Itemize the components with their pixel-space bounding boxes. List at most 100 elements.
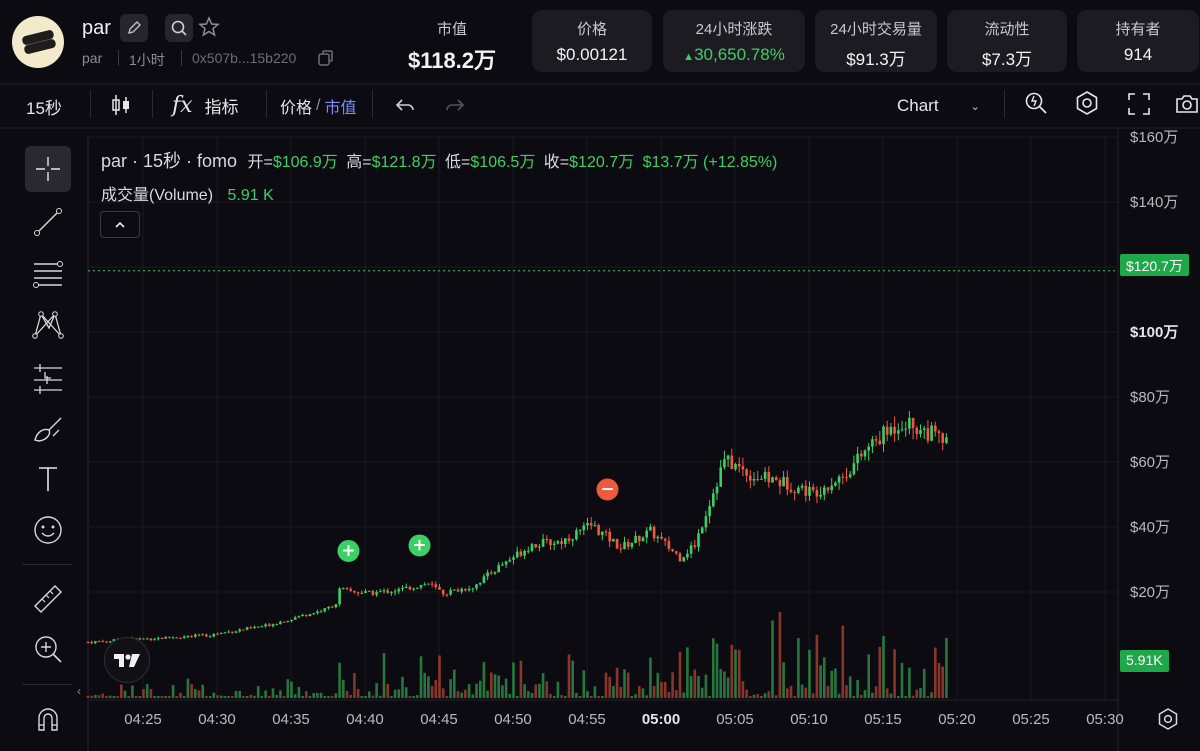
edit-icon[interactable]: [120, 14, 148, 42]
candle: [493, 572, 497, 574]
volume-bar: [112, 695, 116, 698]
collapse-tools-icon[interactable]: ‹: [77, 684, 81, 698]
volume-bar: [549, 693, 552, 698]
buy-marker: [337, 539, 360, 562]
volume-bar: [512, 662, 515, 698]
candle: [893, 426, 896, 434]
candle: [771, 477, 774, 483]
candle: [386, 590, 389, 593]
text-tool-icon[interactable]: [25, 456, 71, 502]
prediction-icon[interactable]: [25, 354, 71, 400]
candle: [393, 591, 397, 593]
volume-bar: [319, 692, 323, 698]
volume-bar: [171, 684, 175, 698]
interval-select[interactable]: 15秒: [26, 98, 62, 118]
volume-bar: [360, 696, 364, 698]
candle: [686, 553, 689, 558]
candle: [826, 487, 830, 491]
magnet-icon[interactable]: [25, 696, 71, 742]
candle: [575, 530, 578, 540]
candle: [219, 632, 223, 635]
volume-bar: [253, 695, 256, 698]
volume-bar: [811, 693, 815, 698]
star-icon[interactable]: [197, 15, 221, 44]
volume-bar: [619, 687, 623, 698]
volume-bar: [837, 693, 841, 698]
volume-bar: [571, 660, 574, 698]
price-option[interactable]: 价格: [280, 100, 313, 117]
emoji-icon[interactable]: [25, 507, 71, 553]
volume-bar: [90, 695, 93, 698]
candle: [245, 627, 249, 630]
indicators-button[interactable]: fx 指标: [172, 92, 239, 118]
chart-settings-icon[interactable]: [1156, 707, 1180, 736]
candle: [319, 611, 323, 613]
candle: [490, 572, 493, 574]
pattern-icon[interactable]: [25, 302, 71, 348]
candle: [597, 525, 600, 535]
brush-icon[interactable]: [25, 406, 71, 452]
candle: [919, 430, 922, 434]
volume-bar: [145, 684, 149, 698]
redo-icon[interactable]: [444, 93, 466, 119]
volume-bar: [878, 646, 882, 698]
volume-bar: [882, 636, 885, 698]
crosshair-icon[interactable]: [25, 146, 71, 192]
volume-bar: [464, 689, 467, 698]
tradingview-logo[interactable]: [104, 637, 150, 683]
candle: [885, 426, 889, 435]
collapse-legend-button[interactable]: [100, 211, 140, 238]
magic-zoom-icon[interactable]: [1022, 90, 1050, 116]
volume-bar: [471, 694, 475, 698]
y-tick-label: $80万: [1130, 389, 1170, 406]
volume-bar: [508, 694, 512, 698]
candle: [756, 478, 759, 480]
candle-type-icon[interactable]: [108, 92, 134, 118]
volume-bar: [131, 685, 134, 698]
candle: [94, 641, 97, 644]
volume-bar: [726, 677, 730, 698]
candle: [897, 430, 900, 434]
candle: [356, 592, 360, 594]
volume-bar: [379, 695, 382, 698]
x-tick-label: 04:40: [346, 711, 384, 728]
volume-bar: [897, 696, 900, 698]
chart-source-select[interactable]: Chart ⌄: [897, 96, 980, 115]
candle: [556, 541, 560, 544]
volume-bar: [808, 649, 811, 698]
volume-bar: [134, 696, 138, 698]
candle: [290, 619, 293, 621]
zoom-in-icon[interactable]: [25, 626, 71, 672]
volume-bar: [782, 662, 785, 698]
candle: [604, 531, 608, 533]
volume-bar: [419, 656, 423, 698]
search-icon[interactable]: [165, 14, 193, 42]
mcap-option[interactable]: 市值: [324, 100, 357, 117]
settings-icon[interactable]: [1073, 90, 1101, 116]
drawing-toolbar: ‹: [0, 136, 88, 751]
token-interval[interactable]: 1小时: [129, 52, 165, 68]
price-mcap-toggle[interactable]: 价格 / 市值: [280, 93, 356, 119]
volume-bar: [519, 660, 523, 698]
undo-icon[interactable]: [394, 93, 416, 119]
volume-bar: [323, 696, 327, 698]
copy-icon[interactable]: [317, 49, 335, 72]
volume-bar: [719, 669, 722, 698]
candle: [823, 487, 826, 495]
candle: [105, 641, 108, 643]
ruler-icon[interactable]: [25, 576, 71, 622]
fib-lines-icon[interactable]: [25, 250, 71, 296]
camera-icon[interactable]: [1174, 91, 1200, 117]
token-symbol: par: [82, 50, 103, 66]
candle: [408, 586, 412, 590]
y-tick-label: $140万: [1130, 194, 1178, 211]
candle: [286, 620, 290, 622]
candle: [645, 530, 648, 538]
trend-line-icon[interactable]: [25, 199, 71, 245]
fullscreen-icon[interactable]: [1126, 91, 1152, 117]
volume-bar: [108, 695, 112, 698]
candle: [571, 539, 574, 541]
volume-bar: [712, 638, 715, 698]
volume-bar: [408, 695, 412, 698]
